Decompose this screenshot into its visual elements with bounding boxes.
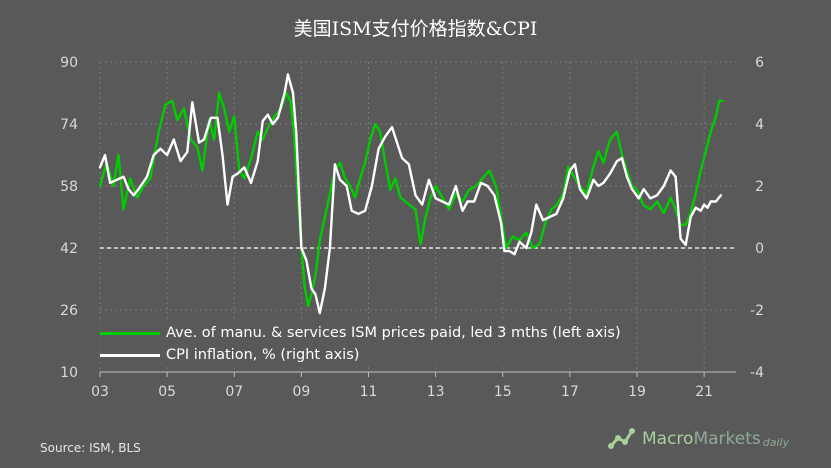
legend-label-cpi: CPI inflation, % (right axis) (166, 347, 360, 363)
brand-logo: Macro Markets daily (608, 424, 789, 454)
y-right-tick-label: -2 (750, 303, 764, 319)
y-left-tick-label: 90 (60, 55, 78, 71)
x-tick-label: 09 (292, 384, 310, 400)
brand-word-markets: Markets (693, 429, 761, 449)
x-tick-label: 11 (360, 384, 378, 400)
y-right-tick-label: 6 (755, 55, 764, 71)
legend-swatch-cpi (100, 353, 160, 357)
x-tick-label: 07 (225, 384, 243, 400)
chart-title: 美国ISM支付价格指数&CPI (293, 18, 538, 40)
x-tick-label: 19 (628, 384, 646, 400)
legend: Ave. of manu. & services ISM prices paid… (100, 322, 625, 366)
x-tick-label: 15 (494, 384, 512, 400)
legend-swatch-ism (100, 331, 160, 335)
y-left-tick-label: 26 (60, 303, 78, 319)
x-axis: 03 05 07 09 11 13 15 17 19 21 (91, 371, 736, 400)
legend-label-ism: Ave. of manu. & services ISM prices paid… (166, 325, 621, 341)
x-tick-label: 13 (427, 384, 445, 400)
source-note: Source: ISM, BLS (40, 441, 141, 455)
y-left-tick-label: 74 (60, 117, 78, 133)
x-tick-label: 21 (695, 384, 713, 400)
y-left-tick-label: 58 (60, 179, 78, 195)
series-line-ism-prices (98, 91, 724, 308)
x-tick-label: 05 (158, 384, 176, 400)
y-right-tick-labels: -4 -2 0 2 4 6 (750, 55, 764, 381)
x-tick-label: 17 (561, 384, 579, 400)
brand-word-daily: daily (762, 436, 790, 449)
y-left-tick-labels: 10 26 42 58 74 90 (60, 55, 78, 381)
series-line-cpi (98, 73, 723, 315)
series-lines (98, 73, 724, 315)
y-left-tick-label: 10 (60, 365, 78, 381)
legend-item-cpi: CPI inflation, % (right axis) (100, 344, 621, 366)
y-left-tick-label: 42 (60, 241, 78, 257)
y-right-tick-label: 2 (755, 179, 764, 195)
x-tick-label: 03 (91, 384, 109, 400)
y-right-tick-label: 0 (755, 241, 764, 257)
brand-word-macro: Macro (642, 429, 694, 449)
legend-item-ism: Ave. of manu. & services ISM prices paid… (100, 322, 621, 344)
y-right-tick-label: -4 (750, 365, 764, 381)
line-chart-logo-icon (608, 428, 635, 449)
y-right-tick-label: 4 (755, 117, 764, 133)
